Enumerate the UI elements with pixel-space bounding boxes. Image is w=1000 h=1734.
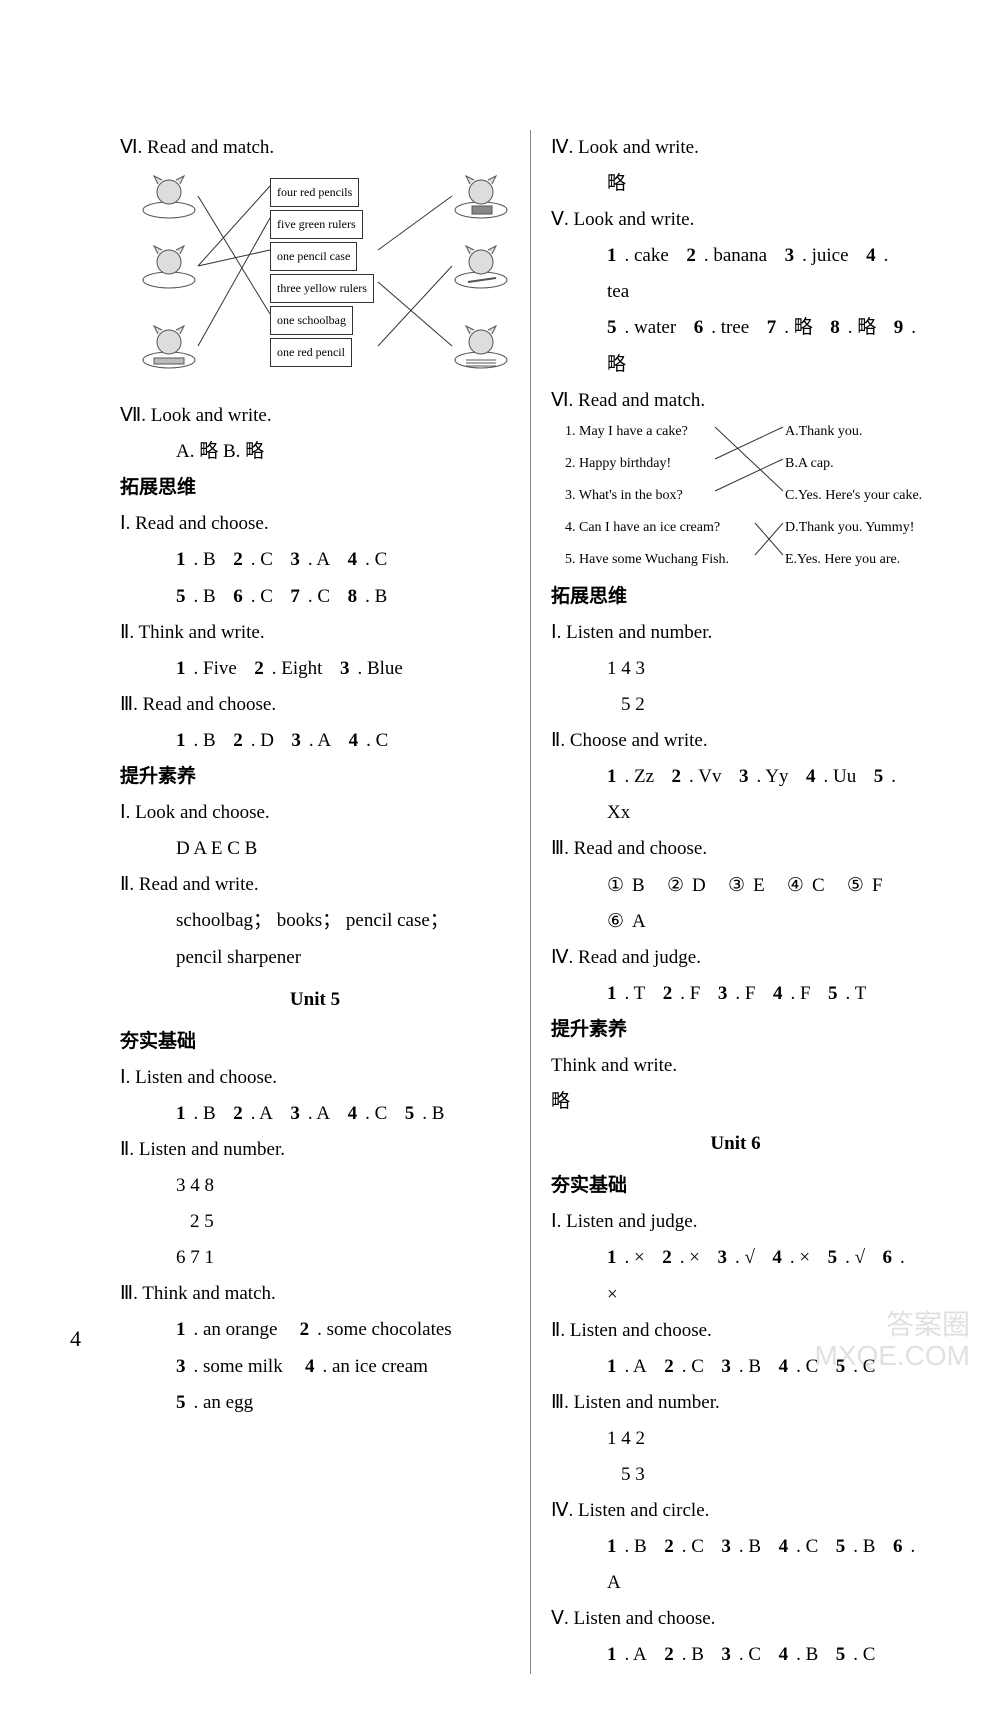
r-exp-ii-heading: Ⅱ. Choose and write. [551,723,920,759]
u5-ii-r1: 3 4 8 [120,1168,510,1204]
m2-l1: 1. May I have a cake? [565,419,688,446]
m2-l4: 4. Can I have an ice cream? [565,515,720,542]
l-exp-i-r1: 1. B 2. C 3. A 4. C [120,542,510,578]
u5-iii-r2: 3. some milk 4. an ice cream [120,1349,510,1385]
m2-r5: E.Yes. Here you are. [785,547,900,574]
u5-ii-r3: 6 7 1 [120,1240,510,1276]
right-column: Ⅳ. Look and write. 略 Ⅴ. Look and write. … [531,130,920,1674]
u6-iii-r2: 5 3 [551,1457,920,1493]
unit5-basic: 夯实基础 [120,1024,510,1060]
l-exp-iii-heading: Ⅲ. Read and choose. [120,687,510,723]
match-diagram-2: 1. May I have a cake? 2. Happy birthday!… [565,419,920,579]
l-improve-title: 提升素养 [120,759,510,795]
l-imp-i-heading: Ⅰ. Look and choose. [120,795,510,831]
u5-i-row: 1. B 2. A 3. A 4. C 5. B [120,1096,510,1132]
r-exp-i-r1: 1 4 3 [551,651,920,687]
watermark: 答案圈 MXQE.COM [814,1310,970,1372]
r-improve-title: 提升素养 [551,1012,920,1048]
r-s4-heading: Ⅳ. Look and write. [551,130,920,166]
u5-i-heading: Ⅰ. Listen and choose. [120,1060,510,1096]
l-imp-ii-heading: Ⅱ. Read and write. [120,867,510,903]
m2-r3: C.Yes. Here's your cake. [785,483,922,510]
m2-r2: B.A cap. [785,451,834,478]
r-s4-ans: 略 [551,166,920,202]
r-s5-heading: Ⅴ. Look and write. [551,202,920,238]
r-s5-r2: 5. water 6. tree 7. 略 8. 略 9. 略 [551,310,920,382]
u5-ii-r2: 2 5 [120,1204,510,1240]
unit6-title: Unit 6 [551,1126,920,1162]
r-exp-i-r2: 5 2 [551,687,920,723]
l-exp-ii-row: 1. Five 2. Eight 3. Blue [120,651,510,687]
m2-r1: A.Thank you. [785,419,862,446]
l-exp-i-r2: 5. B 6. C 7. C 8. B [120,579,510,615]
m2-l3: 3. What's in the box? [565,483,683,510]
unit6-basic: 夯实基础 [551,1168,920,1204]
u6-i-heading: Ⅰ. Listen and judge. [551,1204,920,1240]
u5-ii-heading: Ⅱ. Listen and number. [120,1132,510,1168]
r-exp-ii-row: 1. Zz 2. Vv 3. Yy 4. Uu 5. Xx [551,759,920,831]
u6-i-row: 1. × 2. × 3. √ 4. × 5. √ 6. × [551,1240,920,1312]
r-improve-heading: Think and write. [551,1048,920,1084]
u6-iii-r1: 1 4 2 [551,1421,920,1457]
m2-l5: 5. Have some Wuchang Fish. [565,547,729,574]
u5-iii-r3: 5. an egg [120,1385,510,1421]
u6-v-heading: Ⅴ. Listen and choose. [551,1601,920,1637]
l-imp-ii-l2: pencil sharpener [120,940,510,976]
r-exp-iii-heading: Ⅲ. Read and choose. [551,831,920,867]
match-diagram-1: four red pencils five green rulers one p… [140,172,510,392]
u6-iii-heading: Ⅲ. Listen and number. [551,1385,920,1421]
r-exp-iv-heading: Ⅳ. Read and judge. [551,940,920,976]
l-exp-iii-row: 1. B 2. D 3. A 4. C [120,723,510,759]
l-s6-heading: Ⅵ. Read and match. [120,130,510,166]
r-exp-iii-row: ①B ②D ③E ④C ⑤F ⑥A [551,868,920,940]
u6-iv-heading: Ⅳ. Listen and circle. [551,1493,920,1529]
r-s6-heading: Ⅵ. Read and match. [551,383,920,419]
u5-iii-heading: Ⅲ. Think and match. [120,1276,510,1312]
m2-r4: D.Thank you. Yummy! [785,515,914,542]
l-expand-title: 拓展思维 [120,470,510,506]
match-lines [140,172,510,392]
r-exp-i-heading: Ⅰ. Listen and number. [551,615,920,651]
unit5-title: Unit 5 [120,982,510,1018]
left-column: Ⅵ. Read and match. four red pencils five… [120,130,530,1674]
l-imp-i-row: D A E C B [120,831,510,867]
u5-iii-r1: 1. an orange 2. some chocolates [120,1312,510,1348]
r-exp-iv-row: 1. T 2. F 3. F 4. F 5. T [551,976,920,1012]
l-s7-heading: Ⅶ. Look and write. [120,398,510,434]
u6-v-row: 1. A 2. B 3. C 4. B 5. C [551,1637,920,1673]
r-expand-title: 拓展思维 [551,579,920,615]
r-improve-ans: 略 [551,1084,920,1120]
l-exp-ii-heading: Ⅱ. Think and write. [120,615,510,651]
l-s7-answers: A. 略 B. 略 [120,434,510,470]
page-number: 4 [70,1326,81,1352]
m2-l2: 2. Happy birthday! [565,451,671,478]
r-s5-r1: 1. cake 2. banana 3. juice 4. tea [551,238,920,310]
u6-iv-row: 1. B 2. C 3. B 4. C 5. B 6. A [551,1529,920,1601]
l-imp-ii-l1: schoolbag； books； pencil case； [120,903,510,939]
l-exp-i-heading: Ⅰ. Read and choose. [120,506,510,542]
